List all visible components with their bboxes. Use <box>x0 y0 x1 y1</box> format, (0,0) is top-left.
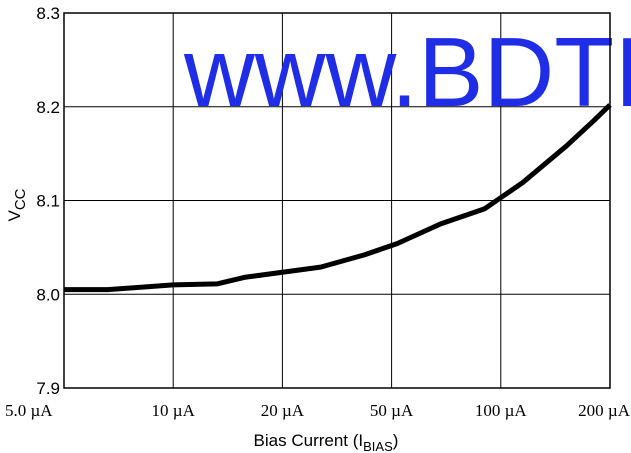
x-axis-ticks: 5.0 µA 10 µA 20 µA 50 µA 100 µA 200 µA <box>5 401 631 420</box>
y-axis-label: VCC <box>5 188 29 221</box>
x-tick-label: 50 µA <box>370 401 414 420</box>
series-line-0 <box>64 103 612 293</box>
watermark-text: www.BDTI <box>183 17 631 127</box>
x-axis-label: Bias Current (IBIAS) <box>254 431 399 453</box>
x-tick-label: 200 µA <box>578 401 631 420</box>
plot-frame <box>63 12 611 389</box>
series-layer <box>64 103 612 293</box>
plot-border <box>63 12 611 389</box>
x-axis-label-sub: BIAS <box>363 439 393 453</box>
y-tick-label: 8.2 <box>36 98 60 117</box>
grid <box>64 13 610 388</box>
y-tick-label: 7.9 <box>36 379 60 398</box>
y-tick-label: 8.1 <box>36 192 60 211</box>
x-tick-label: 100 µA <box>475 401 528 420</box>
y-tick-label: 8.3 <box>36 4 60 23</box>
y-axis-label-main: V <box>5 210 24 222</box>
x-axis-label-main: Bias Current (I <box>254 431 364 450</box>
x-axis-label-close: ) <box>393 431 399 450</box>
y-axis-label-sub: CC <box>12 188 29 210</box>
x-tick-label: 5.0 µA <box>5 401 53 420</box>
y-tick-label: 8.0 <box>36 285 60 304</box>
x-tick-label: 20 µA <box>261 401 305 420</box>
x-tick-label: 10 µA <box>152 401 196 420</box>
watermark: www.BDTI <box>183 17 631 127</box>
y-axis-ticks: 7.9 8.0 8.1 8.2 8.3 <box>36 4 60 398</box>
